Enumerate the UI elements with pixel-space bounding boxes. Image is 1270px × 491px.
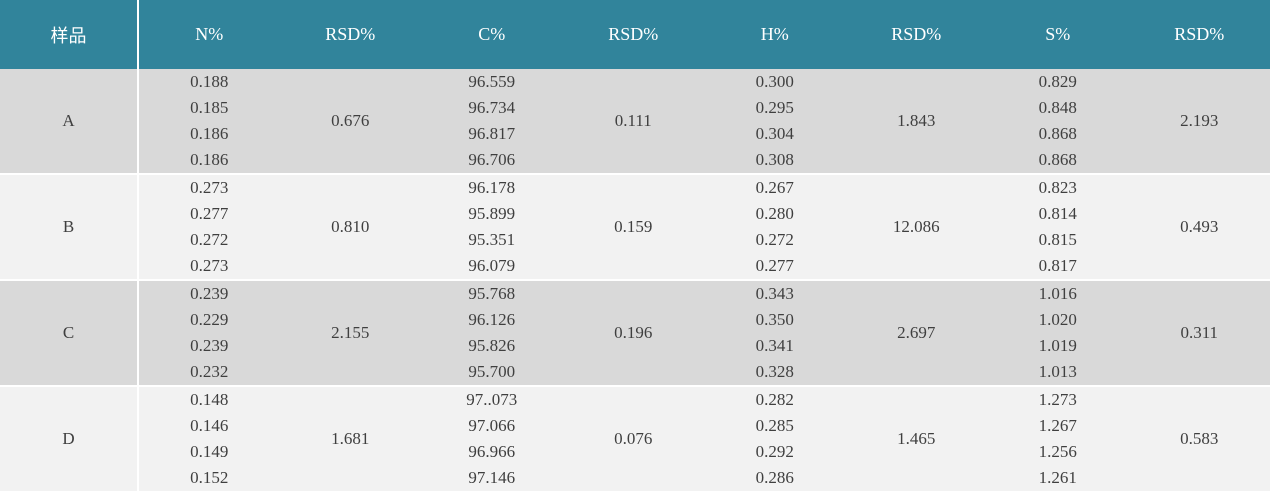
header-cell-h-rsd: RSD% — [845, 0, 987, 69]
h-rsd-cell: 2.697 — [845, 280, 987, 387]
n-rsd-cell: 0.676 — [279, 69, 421, 175]
h-rsd-cell: 12.086 — [845, 174, 987, 281]
sample-label-cell: C — [0, 280, 139, 387]
sample-label-cell: B — [0, 174, 139, 281]
s-rsd-cell: 0.493 — [1128, 174, 1270, 281]
sample-label-cell: D — [0, 386, 139, 491]
n-values-cell: 0.239 0.229 0.239 0.232 — [138, 280, 280, 387]
s-rsd-cell: 2.193 — [1128, 69, 1270, 175]
n-rsd-cell: 0.810 — [279, 174, 421, 281]
s-values-cell: 1.016 1.020 1.019 1.013 — [987, 280, 1129, 387]
h-rsd-cell: 1.465 — [845, 386, 987, 491]
s-rsd-cell: 0.311 — [1128, 280, 1270, 387]
n-rsd-cell: 1.681 — [279, 386, 421, 491]
header-cell-n-rsd: RSD% — [279, 0, 421, 69]
table-row-b: B 0.273 0.277 0.272 0.273 0.810 96.178 9… — [0, 174, 1270, 281]
header-cell-s: S% — [987, 0, 1129, 69]
h-values-cell: 0.267 0.280 0.272 0.277 — [704, 174, 846, 281]
sample-label-cell: A — [0, 69, 139, 175]
c-rsd-cell: 0.159 — [562, 174, 704, 281]
header-cell-sample: 样品 — [0, 0, 139, 69]
h-values-cell: 0.282 0.285 0.292 0.286 — [704, 386, 846, 491]
c-values-cell: 95.768 96.126 95.826 95.700 — [421, 280, 563, 387]
n-values-cell: 0.273 0.277 0.272 0.273 — [138, 174, 280, 281]
s-rsd-cell: 0.583 — [1128, 386, 1270, 491]
h-values-cell: 0.300 0.295 0.304 0.308 — [704, 69, 846, 175]
c-rsd-cell: 0.196 — [562, 280, 704, 387]
s-values-cell: 0.829 0.848 0.868 0.868 — [987, 69, 1129, 175]
header-cell-s-rsd: RSD% — [1128, 0, 1270, 69]
c-values-cell: 96.559 96.734 96.817 96.706 — [421, 69, 563, 175]
header-cell-h: H% — [704, 0, 846, 69]
header-cell-c: C% — [421, 0, 563, 69]
table-row-d: D 0.148 0.146 0.149 0.152 1.681 97..073 … — [0, 386, 1270, 491]
n-values-cell: 0.188 0.185 0.186 0.186 — [138, 69, 280, 175]
s-values-cell: 1.273 1.267 1.256 1.261 — [987, 386, 1129, 491]
s-values-cell: 0.823 0.814 0.815 0.817 — [987, 174, 1129, 281]
header-row: 样品 N% RSD% C% RSD% H% RSD% S% RSD% — [0, 0, 1270, 69]
n-rsd-cell: 2.155 — [279, 280, 421, 387]
c-rsd-cell: 0.076 — [562, 386, 704, 491]
n-values-cell: 0.148 0.146 0.149 0.152 — [138, 386, 280, 491]
h-rsd-cell: 1.843 — [845, 69, 987, 175]
c-values-cell: 97..073 97.066 96.966 97.146 — [421, 386, 563, 491]
c-rsd-cell: 0.111 — [562, 69, 704, 175]
h-values-cell: 0.343 0.350 0.341 0.328 — [704, 280, 846, 387]
table-row-a: A 0.188 0.185 0.186 0.186 0.676 96.559 9… — [0, 69, 1270, 175]
header-cell-c-rsd: RSD% — [562, 0, 704, 69]
table-row-c: C 0.239 0.229 0.239 0.232 2.155 95.768 9… — [0, 280, 1270, 387]
c-values-cell: 96.178 95.899 95.351 96.079 — [421, 174, 563, 281]
header-cell-n: N% — [138, 0, 280, 69]
